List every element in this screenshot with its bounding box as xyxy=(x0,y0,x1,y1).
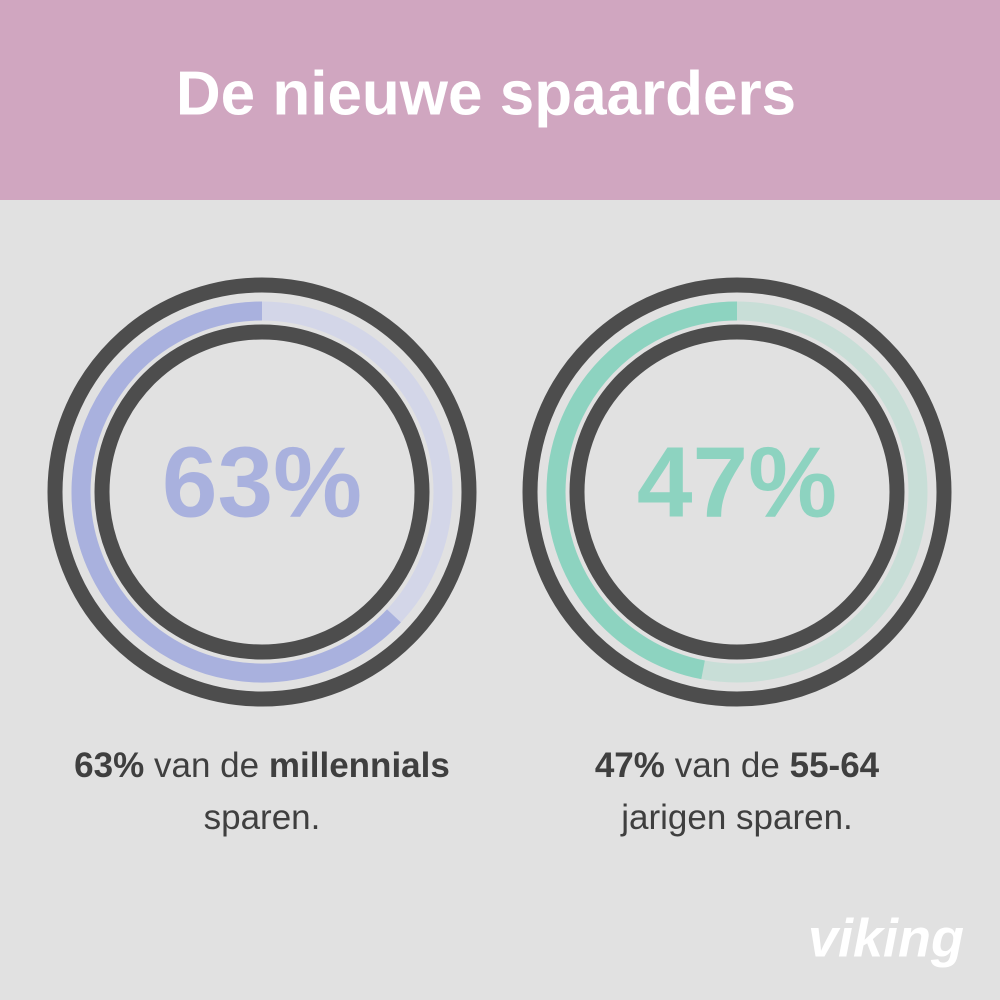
caption-segment: 47% xyxy=(595,746,665,785)
outer-ring xyxy=(522,277,952,707)
caption-line: jarigen sparen. xyxy=(620,798,853,837)
caption-segment: jarigen sparen. xyxy=(620,798,853,837)
caption-segment: van de xyxy=(675,746,780,785)
gauge-arc xyxy=(71,301,401,683)
center-value: 63% xyxy=(162,426,362,538)
caption-line: 47% van de 55-64 xyxy=(595,746,880,785)
inner-ring xyxy=(94,324,430,660)
title: De nieuwe spaarders xyxy=(176,59,796,128)
header-band xyxy=(0,0,1000,200)
logo: viking xyxy=(808,908,964,968)
caption-segment: 55-64 xyxy=(790,746,880,785)
gauge-arc xyxy=(546,301,738,680)
caption-segment: van de xyxy=(154,746,259,785)
center-value: 47% xyxy=(637,426,837,538)
caption-segment: 63% xyxy=(74,746,144,785)
caption-segment: sparen. xyxy=(204,798,321,837)
inner-ring xyxy=(569,324,905,660)
caption-segment: millennials xyxy=(269,746,450,785)
outer-ring xyxy=(47,277,477,707)
caption-line: sparen. xyxy=(204,798,321,837)
caption-line: 63% van de millennials xyxy=(74,746,450,785)
